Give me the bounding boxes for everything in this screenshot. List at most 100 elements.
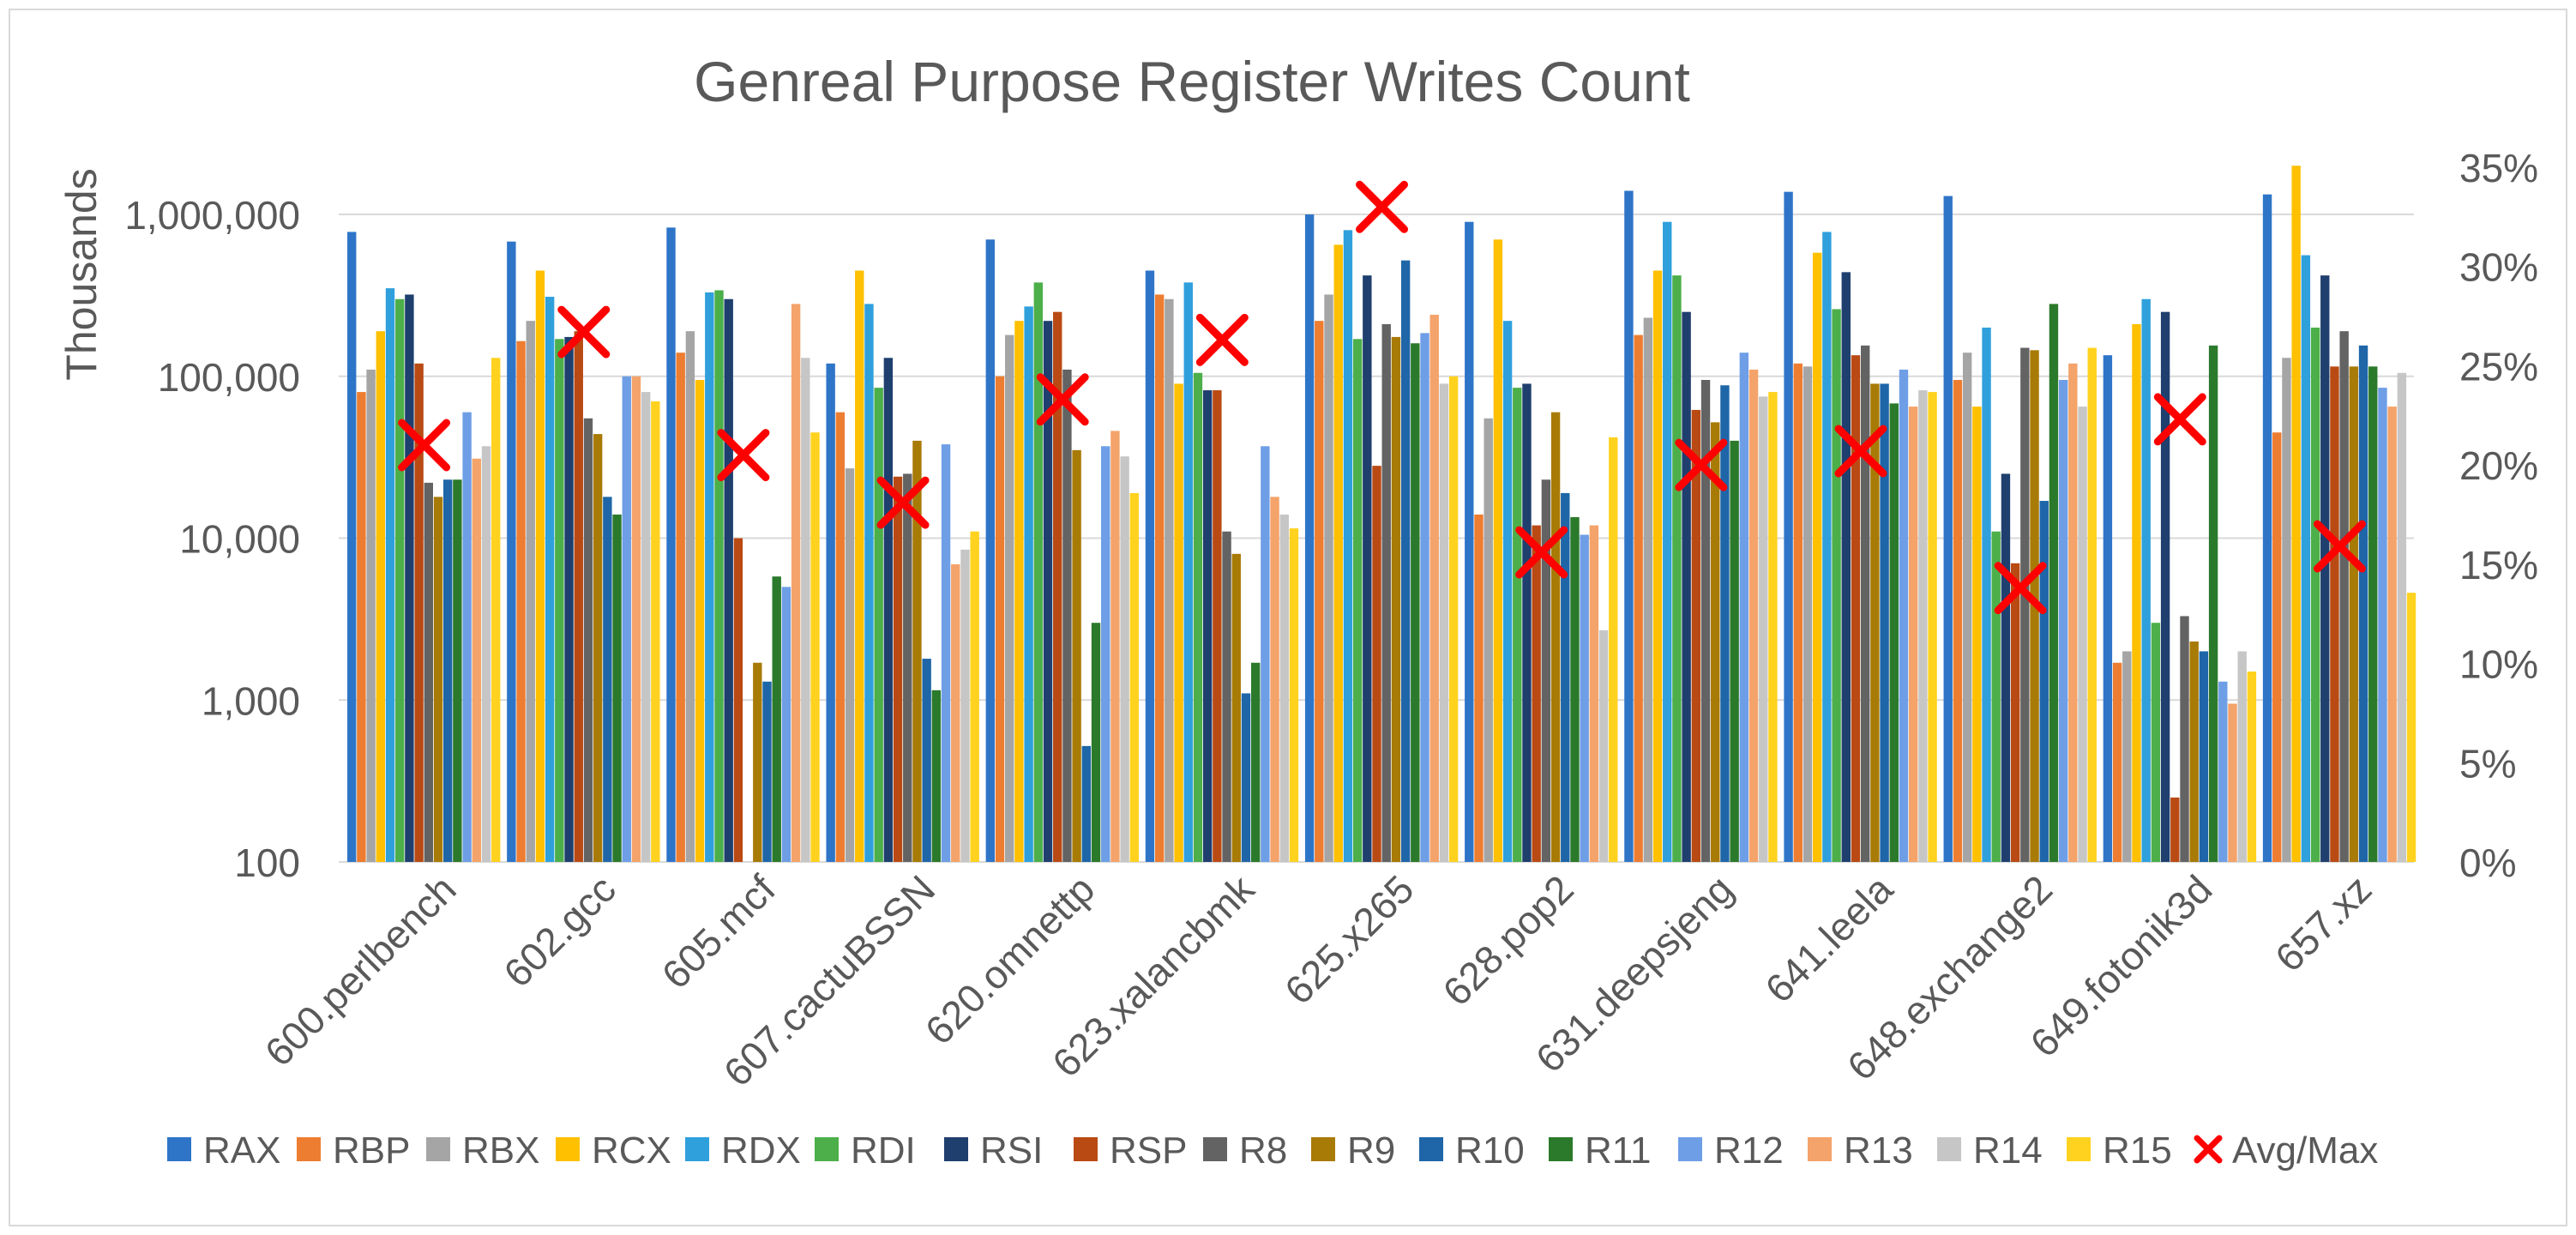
avg-max-marker-9 [1834, 425, 1887, 478]
legend-item-r9: R9 [1311, 1130, 1395, 1172]
bar-rsi-2 [724, 298, 733, 863]
bar-rsp-2 [733, 538, 743, 862]
bar-rax-0 [347, 232, 357, 862]
y-tick-label: 10,000 [179, 517, 300, 562]
bar-rbx-5 [1165, 298, 1174, 863]
bar-r8-12 [2339, 331, 2349, 862]
bar-rax-3 [826, 363, 835, 862]
bar-rdx-10 [1982, 327, 1991, 862]
bar-r11-6 [1411, 343, 1420, 862]
bar-rsi-11 [2160, 311, 2170, 863]
bar-rdi-6 [1352, 339, 1363, 862]
bar-rdi-2 [714, 290, 724, 862]
bar-rdx-6 [1343, 230, 1353, 862]
bar-rbp-12 [2272, 432, 2282, 862]
bar-r13-9 [1908, 407, 1918, 863]
bar-rax-8 [1624, 190, 1634, 863]
bar-rsi-7 [1522, 383, 1532, 863]
bar-r15-8 [1768, 392, 1778, 862]
bar-r8-5 [1222, 531, 1231, 862]
bar-rcx-4 [1014, 321, 1024, 862]
y-axis-ticks: 100 1,000 10,000 100,000 1,000,000 [124, 193, 300, 885]
bar-r12-4 [1101, 446, 1110, 862]
bar-r10-2 [762, 681, 772, 862]
legend-item-rsp: RSP [1074, 1130, 1187, 1172]
bar-rdi-5 [1193, 372, 1203, 863]
bar-r8-7 [1541, 479, 1551, 862]
y-axis-title: Thousands [57, 168, 105, 380]
bar-rdx-2 [705, 292, 714, 862]
bar-r14-5 [1279, 514, 1289, 862]
y2-tick-label: 25% [2459, 344, 2538, 389]
bar-rdx-4 [1024, 306, 1033, 862]
bar-rsp-8 [1691, 409, 1701, 862]
bar-rsp-3 [893, 476, 903, 862]
bar-rsi-8 [1682, 311, 1691, 863]
x-tick-label: 605.mcf [653, 866, 784, 997]
bar-r9-8 [1711, 422, 1720, 862]
y2-tick-label: 15% [2459, 543, 2538, 587]
bar-rcx-8 [1652, 270, 1663, 863]
svg-text:R15: R15 [2103, 1130, 2172, 1172]
bar-rdx-9 [1822, 232, 1832, 862]
y2-tick-label: 35% [2459, 146, 2538, 190]
bar-r9-11 [2189, 641, 2199, 862]
bar-r10-1 [603, 497, 612, 862]
bar-r12-11 [2218, 681, 2228, 862]
bar-r11-7 [1570, 516, 1580, 862]
bar-rbp-3 [835, 412, 846, 863]
svg-text:RSP: RSP [1110, 1130, 1187, 1172]
bar-rsp-5 [1213, 390, 1222, 862]
bar-rax-12 [2262, 194, 2272, 862]
bar-rbx-2 [685, 331, 695, 862]
avg-max-marker-7 [1515, 526, 1568, 579]
bar-r12-6 [1420, 333, 1429, 862]
bar-rax-5 [1145, 270, 1155, 863]
bar-rbx-3 [845, 468, 855, 862]
bar-r12-9 [1899, 369, 1909, 863]
bar-rsp-4 [1053, 311, 1062, 863]
bar-r13-3 [951, 563, 960, 862]
bar-r15-11 [2247, 672, 2257, 862]
bar-rbx-12 [2282, 358, 2291, 862]
legend-item-r10: R10 [1419, 1130, 1525, 1172]
bar-rcx-5 [1174, 383, 1183, 863]
bar-r11-3 [931, 690, 942, 862]
y2-tick-label: 10% [2459, 642, 2538, 687]
avg-max-marker-5 [1195, 313, 1249, 366]
bar-r14-9 [1918, 390, 1928, 862]
bar-rsp-1 [574, 331, 583, 862]
bar-r9-9 [1870, 383, 1880, 863]
bar-r8-8 [1700, 379, 1711, 863]
bar-r13-4 [1110, 431, 1120, 862]
bar-rcx-6 [1333, 244, 1343, 862]
legend-item-rax: RAX [167, 1130, 280, 1172]
bar-rcx-1 [535, 270, 545, 863]
legend-item-rbp: RBP [297, 1130, 410, 1172]
legend-item-rcx: RCX [556, 1130, 671, 1172]
bar-r10-3 [922, 659, 931, 862]
bar-rcx-2 [695, 379, 705, 863]
svg-text:RBX: RBX [462, 1130, 539, 1172]
bar-r11-1 [612, 514, 622, 862]
avg-max-marker-10 [1994, 562, 2047, 615]
bar-rbp-8 [1634, 334, 1643, 862]
x-tick-label: 628.pop2 [1434, 866, 1581, 1014]
bar-r11-5 [1250, 662, 1261, 862]
bar-r9-1 [593, 434, 603, 862]
bar-r10-6 [1400, 260, 1411, 862]
bar-rdx-0 [385, 288, 395, 862]
bar-rsi-1 [564, 336, 574, 862]
bar-rbp-7 [1474, 514, 1484, 862]
bar-r13-11 [2228, 703, 2237, 862]
bar-r8-11 [2180, 616, 2189, 862]
bar-rcx-10 [1972, 407, 1982, 863]
bar-r12-3 [941, 444, 951, 862]
bar-r15-4 [1129, 492, 1140, 862]
svg-text:RBP: RBP [333, 1130, 410, 1172]
bar-rbp-1 [516, 340, 526, 862]
svg-text:Avg/Max: Avg/Max [2232, 1130, 2378, 1172]
bar-rdx-12 [2301, 255, 2311, 863]
bar-rsp-7 [1532, 525, 1541, 862]
